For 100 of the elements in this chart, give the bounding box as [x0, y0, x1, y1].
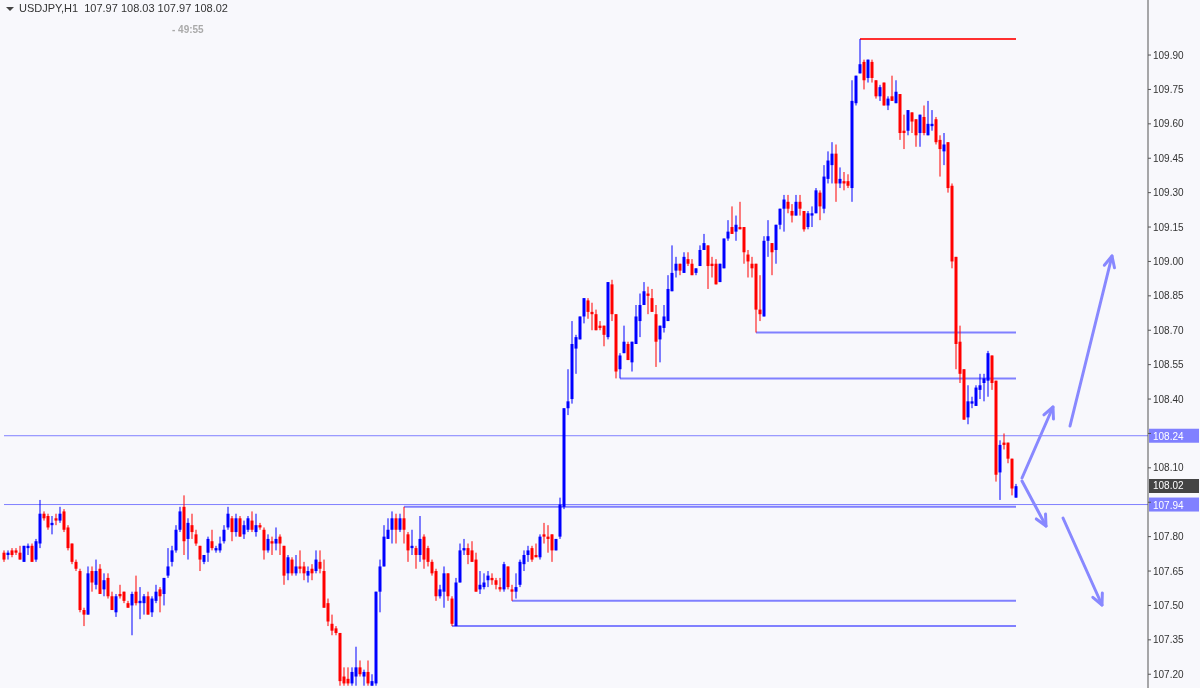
candlestick [362, 669, 366, 687]
candlestick [318, 549, 322, 574]
candlestick [910, 111, 914, 134]
candlestick [146, 591, 150, 616]
candlestick [442, 565, 446, 609]
candlestick [830, 141, 834, 184]
candlestick [210, 529, 214, 551]
candlestick [238, 515, 242, 538]
candlestick [354, 646, 358, 687]
candlestick [290, 556, 294, 577]
candlestick [706, 244, 710, 290]
y-tick-label: 107.65 [1153, 565, 1185, 577]
candlestick [366, 659, 370, 687]
candlestick [798, 194, 802, 217]
candlestick [266, 533, 270, 554]
candlestick [814, 187, 818, 214]
y-tick-label: 107.20 [1153, 668, 1185, 680]
ref-line-label: 107.94 [1153, 499, 1185, 511]
y-tick-label: 108.85 [1153, 290, 1185, 302]
candlestick [550, 533, 554, 563]
candlestick [270, 536, 274, 556]
y-tick-label: 109.75 [1153, 83, 1185, 95]
y-tick-label: 109.30 [1153, 187, 1185, 199]
candlestick [818, 189, 822, 221]
y-tick-label: 109.45 [1153, 152, 1185, 164]
y-tick-label: 109.60 [1153, 118, 1185, 130]
candlestick [166, 547, 170, 579]
y-tick-label: 108.10 [1153, 462, 1185, 474]
candlestick [198, 545, 202, 572]
candlestick [922, 104, 926, 136]
candlestick [918, 114, 922, 148]
candlestick [734, 215, 738, 242]
candlestick [906, 109, 910, 136]
candlestick [58, 506, 62, 524]
y-tick-label: 108.55 [1153, 359, 1185, 371]
candlestick [314, 549, 318, 574]
candlestick [226, 506, 230, 531]
candlestick [142, 593, 146, 616]
candlestick [398, 513, 402, 533]
candlestick [446, 572, 450, 602]
candlestick [14, 547, 18, 556]
candlestick [466, 543, 470, 565]
y-tick-label: 107.80 [1153, 531, 1185, 543]
candlestick [414, 545, 418, 570]
candlestick [942, 132, 946, 166]
candlestick [250, 510, 254, 533]
candlestick [406, 531, 410, 563]
candlestick [686, 251, 690, 267]
candlestick [206, 536, 210, 563]
candlestick [298, 549, 302, 574]
candlestick [114, 593, 118, 618]
candlestick [30, 543, 34, 563]
candlestick [106, 572, 110, 600]
candlestick [862, 59, 866, 90]
y-tick-label: 109.00 [1153, 255, 1185, 267]
candlestick [54, 513, 58, 526]
candlestick [94, 559, 98, 590]
candlestick [926, 100, 930, 136]
candlestick [806, 210, 810, 230]
candlestick [130, 591, 134, 636]
candlestick [2, 549, 6, 563]
candlestick [682, 251, 686, 274]
y-tick-label: 108.70 [1153, 324, 1185, 336]
candlestick [874, 79, 878, 100]
candlestick [242, 520, 246, 540]
candlestick [422, 533, 426, 570]
y-tick-label: 108.40 [1153, 393, 1185, 405]
candlestick [254, 513, 258, 538]
y-tick-label: 107.35 [1153, 634, 1185, 646]
candlestick [394, 513, 398, 545]
candlestick [966, 384, 970, 425]
candlestick [186, 517, 190, 561]
candlestick [714, 258, 718, 285]
candlestick [702, 233, 706, 251]
y-tick-label: 107.50 [1153, 599, 1185, 611]
candlestick [278, 533, 282, 556]
candlestick [858, 38, 862, 74]
candlestick [274, 526, 278, 551]
candlestick [730, 205, 734, 235]
candlestick [390, 510, 394, 545]
candlestick [134, 575, 138, 606]
candlestick [286, 554, 290, 581]
candlestick [514, 572, 518, 600]
text: 108.02 [1149, 479, 1199, 494]
y-tick-label: 109.90 [1153, 49, 1185, 61]
candlestick [306, 565, 310, 584]
chart-title: USDJPY,H1 107.97 108.03 107.97 108.02 [19, 2, 228, 14]
candlestick [770, 242, 774, 276]
candlestick [526, 545, 530, 563]
candlestick [794, 194, 798, 217]
candlestick [402, 506, 406, 545]
candlestick [358, 659, 362, 678]
candlestick [790, 203, 794, 223]
candlestick [234, 513, 238, 538]
candlestick [494, 577, 498, 590]
candlestick [162, 577, 166, 606]
y-tick-label: 109.15 [1153, 221, 1185, 233]
candlestick [418, 515, 422, 563]
candlestick [102, 572, 106, 597]
candlestick [890, 75, 894, 102]
